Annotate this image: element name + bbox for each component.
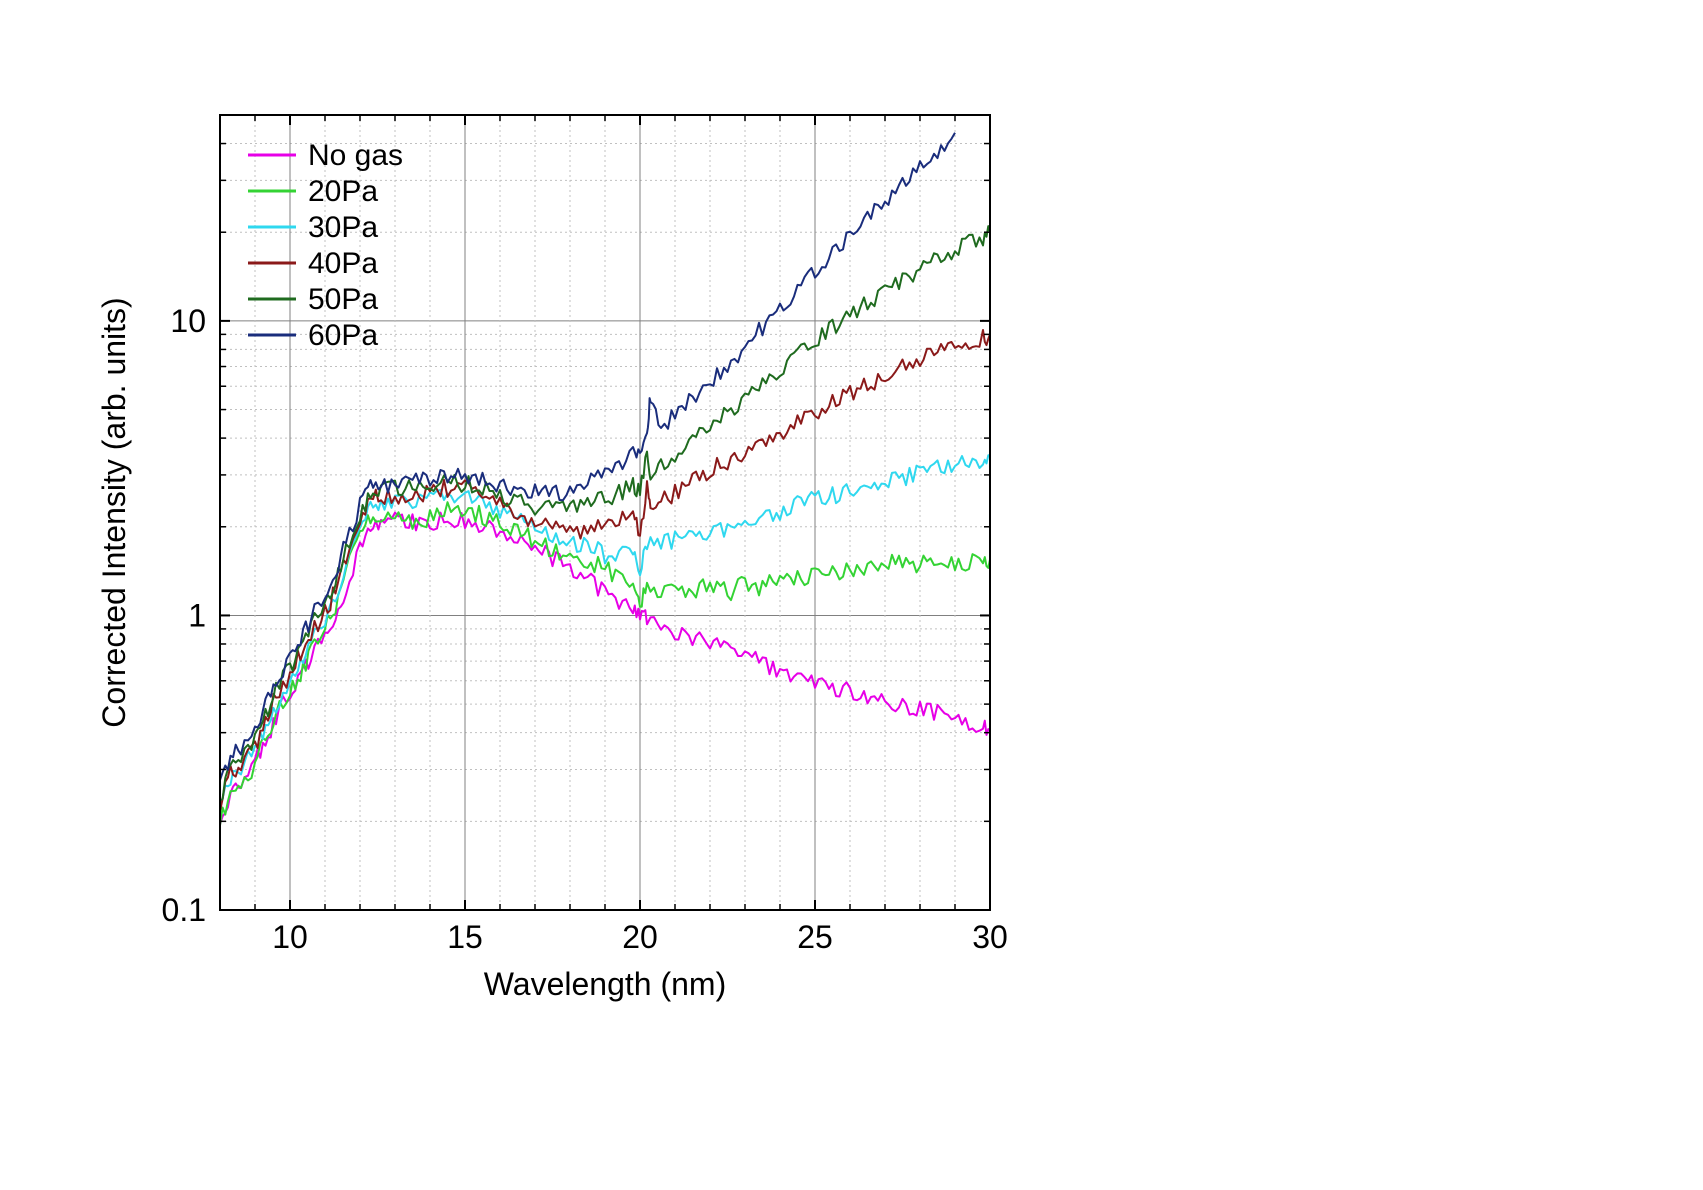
x-tick-label: 25 [797,919,833,955]
y-axis-label: Corrected Intensity (arb. units) [96,297,132,727]
legend-label: 60Pa [308,319,378,352]
y-tick-label: 10 [170,303,206,339]
chart-container: 10 15 20 25 30 0.1 1 10 Wavelength (nm) Corrected… [0,0,1703,1190]
legend-label: 40Pa [308,247,378,280]
spectra-chart: 10 15 20 25 30 0.1 1 10 Wavelength (nm) Corrected… [0,0,1703,1190]
legend-label: 20Pa [308,175,378,208]
x-axis-label: Wavelength (nm) [484,966,726,1002]
legend-label: 50Pa [308,283,378,316]
legend-label: No gas [308,139,403,172]
y-tick-label: 1 [188,597,206,633]
x-tick-label: 20 [622,919,658,955]
x-tick-label: 30 [972,919,1008,955]
x-tick-label: 15 [447,919,483,955]
y-tick-label: 0.1 [162,892,206,928]
legend-label: 30Pa [308,211,378,244]
x-tick-label: 10 [272,919,308,955]
